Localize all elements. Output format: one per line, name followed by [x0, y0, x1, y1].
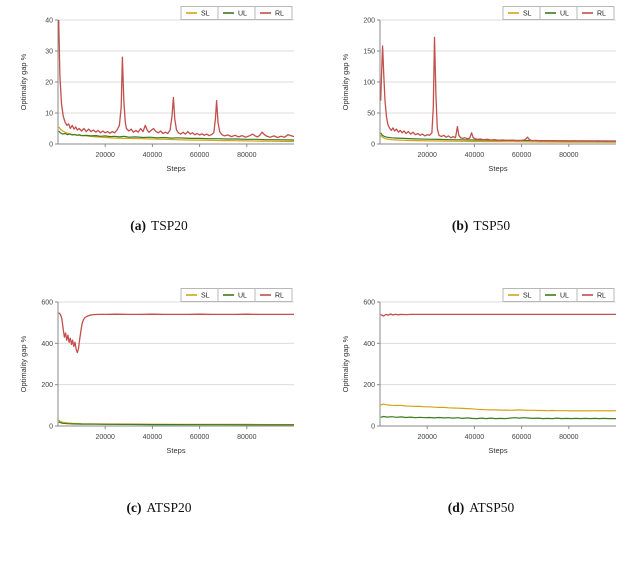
x-tick-label: 20000	[95, 434, 115, 441]
caption-label: (c)	[126, 500, 142, 515]
chart-tsp20: 0 10 20 30 40 20000 40000 60000 80000 Steps Optima…	[18, 6, 300, 188]
figure-panel-d: 0 200 400 600 20000 40000 60000 80000 Steps Optim…	[340, 288, 622, 516]
series-line-SL	[380, 134, 616, 143]
legend-label-SL: SL	[201, 293, 210, 300]
legend-label-UL: UL	[238, 293, 247, 300]
x-tick-label: 60000	[512, 434, 532, 441]
figure-panel-c: 0 200 400 600 20000 40000 60000 80000 Steps Optim…	[18, 288, 300, 516]
y-tick-label: 600	[41, 300, 53, 307]
caption-label: (d)	[447, 500, 465, 515]
y-tick-label: 10	[45, 111, 53, 118]
x-axis-label: Steps	[488, 446, 507, 455]
series-line-UL	[58, 130, 294, 141]
caption-text: TSP50	[473, 218, 511, 233]
series-line-RL	[380, 36, 616, 142]
legend: SL UL RL	[180, 6, 293, 20]
legend-label-RL: RL	[597, 11, 606, 18]
series-line-SL	[380, 403, 616, 412]
series-line-SL	[58, 126, 294, 143]
y-tick-label: 50	[367, 111, 375, 118]
legend-label-UL: UL	[560, 293, 569, 300]
plot-atsp20: 0 200 400 600 20000 40000 60000 80000 Steps Optim…	[19, 288, 294, 455]
legend-label-SL: SL	[201, 11, 210, 18]
series-line-RL	[58, 312, 294, 354]
y-tick-label: 400	[363, 341, 375, 348]
figure-caption-c: (c) ATSP20	[127, 500, 192, 516]
y-tick-label: 100	[363, 80, 375, 87]
x-tick-label: 80000	[237, 434, 257, 441]
legend-label-UL: UL	[560, 11, 569, 18]
series-line-RL	[380, 313, 616, 317]
y-tick-label: 0	[371, 142, 375, 149]
legend-label-UL: UL	[238, 11, 247, 18]
figure-panel-b: 0 50 100 150 200 20000 40000 60000 80000 Steps Opt…	[340, 6, 622, 234]
y-tick-label: 400	[41, 341, 53, 348]
caption-label: (a)	[130, 218, 146, 233]
y-tick-label: 0	[371, 424, 375, 431]
y-axis-label: Optimality gap %	[341, 335, 350, 392]
x-tick-label: 80000	[559, 152, 579, 159]
x-tick-label: 20000	[417, 152, 437, 159]
legend: SL UL RL	[502, 6, 615, 20]
y-tick-label: 0	[49, 142, 53, 149]
x-tick-label: 40000	[143, 434, 163, 441]
figure-caption-d: (d) ATSP50	[448, 500, 515, 516]
chart-atsp50: 0 200 400 600 20000 40000 60000 80000 Steps Optim…	[340, 288, 622, 470]
y-tick-label: 200	[41, 382, 53, 389]
caption-text: TSP20	[150, 218, 188, 233]
y-axis-label: Optimality gap %	[19, 335, 28, 392]
x-tick-label: 40000	[465, 434, 485, 441]
legend-label-RL: RL	[597, 293, 606, 300]
chart-tsp50: 0 50 100 150 200 20000 40000 60000 80000 Steps Opt…	[340, 6, 622, 188]
x-tick-label: 80000	[559, 434, 579, 441]
x-tick-label: 20000	[417, 434, 437, 441]
legend-label-SL: SL	[523, 11, 532, 18]
caption-text: ATSP20	[146, 500, 192, 515]
y-tick-label: 20	[45, 80, 53, 87]
x-tick-label: 40000	[143, 152, 163, 159]
x-tick-label: 60000	[190, 152, 210, 159]
plot-atsp50: 0 200 400 600 20000 40000 60000 80000 Steps Optim…	[341, 288, 616, 455]
legend: SL UL RL	[180, 288, 293, 302]
y-tick-label: 0	[49, 424, 53, 431]
figure-caption-a: (a) TSP20	[130, 218, 188, 234]
x-axis-label: Steps	[488, 164, 507, 173]
x-tick-label: 60000	[512, 152, 532, 159]
chart-atsp20: 0 200 400 600 20000 40000 60000 80000 Steps Optim…	[18, 288, 300, 470]
figure-caption-b: (b) TSP50	[452, 218, 510, 234]
plot-tsp50: 0 50 100 150 200 20000 40000 60000 80000 Steps Opt…	[341, 6, 616, 173]
plot-tsp20: 0 10 20 30 40 20000 40000 60000 80000 Steps Optima…	[19, 6, 294, 173]
y-tick-label: 40	[45, 18, 53, 25]
y-tick-label: 30	[45, 49, 53, 56]
x-tick-label: 40000	[465, 152, 485, 159]
legend-label-RL: RL	[275, 293, 284, 300]
y-axis-label: Optimality gap %	[19, 53, 28, 110]
legend-label-RL: RL	[275, 11, 284, 18]
caption-text: ATSP50	[469, 500, 515, 515]
series-line-UL	[58, 421, 294, 426]
x-tick-label: 80000	[237, 152, 257, 159]
figure-grid: 0 10 20 30 40 20000 40000 60000 80000 Steps Optima…	[18, 6, 622, 516]
y-axis-label: Optimality gap %	[341, 53, 350, 110]
x-axis-label: Steps	[166, 446, 185, 455]
caption-label: (b)	[451, 218, 469, 233]
y-tick-label: 600	[363, 300, 375, 307]
legend-label-SL: SL	[523, 293, 532, 300]
x-axis-label: Steps	[166, 164, 185, 173]
x-tick-label: 60000	[190, 434, 210, 441]
y-tick-label: 200	[363, 18, 375, 25]
x-tick-label: 20000	[95, 152, 115, 159]
series-line-UL	[380, 415, 616, 420]
y-tick-label: 150	[363, 49, 375, 56]
series-line-RL	[58, 19, 294, 139]
y-tick-label: 200	[363, 382, 375, 389]
figure-panel-a: 0 10 20 30 40 20000 40000 60000 80000 Steps Optima…	[18, 6, 300, 234]
legend: SL UL RL	[502, 288, 615, 302]
